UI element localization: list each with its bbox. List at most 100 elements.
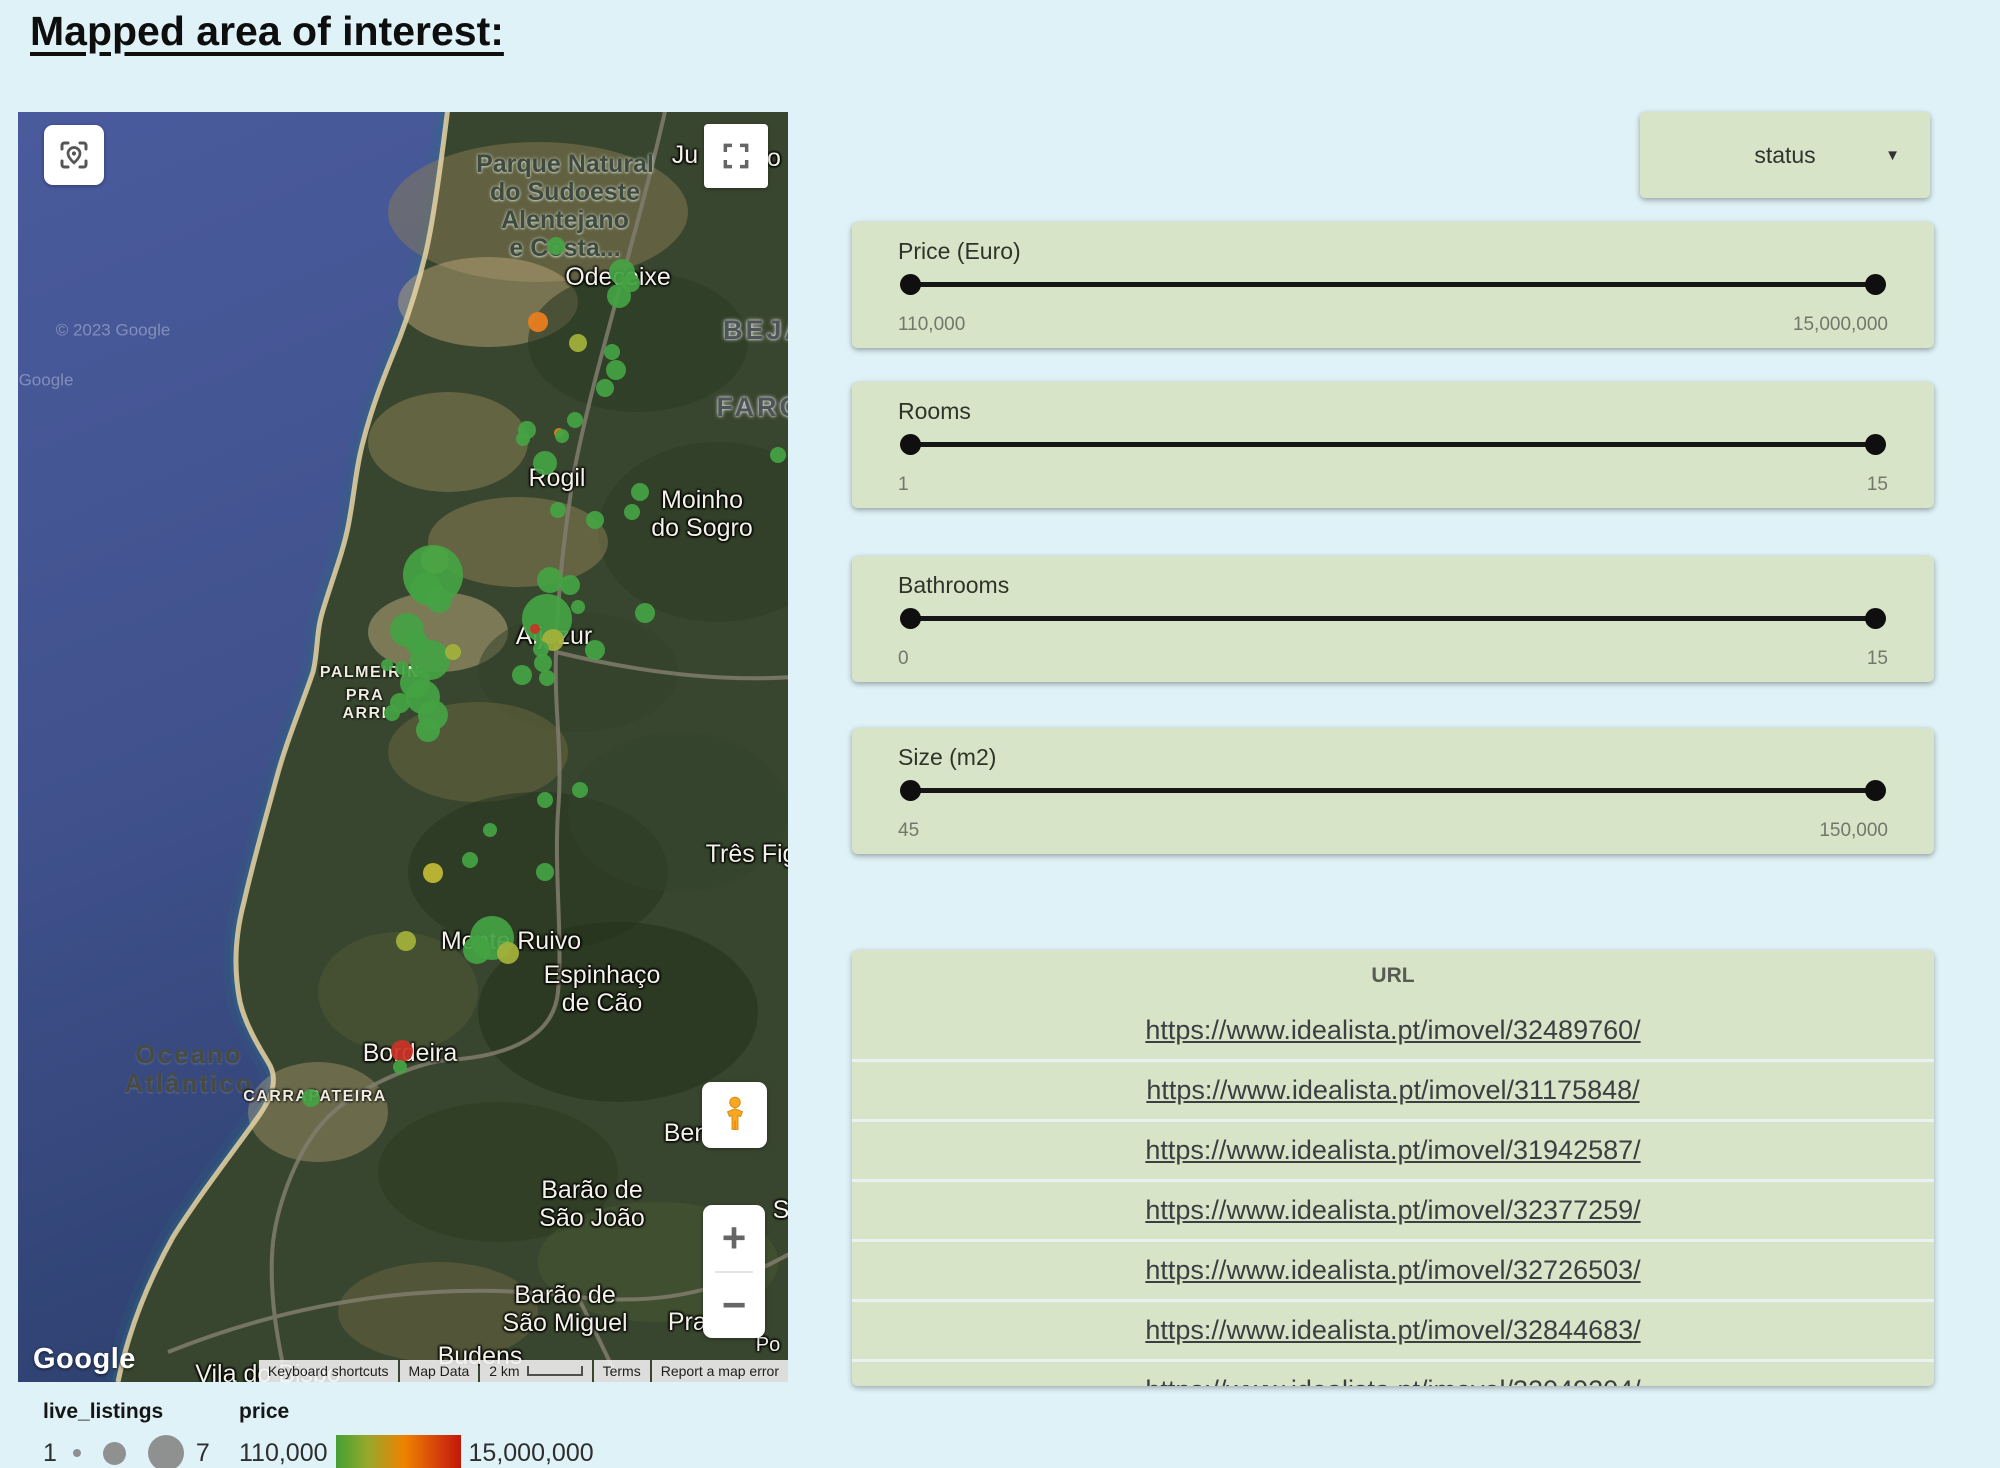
listing-marker[interactable]: [416, 718, 440, 742]
slider-max-value: 15: [1866, 474, 1888, 495]
slider-handle-max[interactable]: [1865, 780, 1886, 801]
slider-handle-min[interactable]: [900, 434, 921, 455]
listing-marker[interactable]: [426, 587, 452, 613]
listing-marker[interactable]: [560, 575, 580, 595]
slider-handle-min[interactable]: [900, 608, 921, 629]
map-label: Barão de São João: [539, 1176, 645, 1232]
legend-size-min: 1: [43, 1438, 57, 1467]
listing-marker[interactable]: [622, 274, 640, 292]
pegman-icon: [726, 1096, 743, 1130]
map-label: Google: [18, 370, 74, 390]
table-row: https://www.idealista.pt/imovel/32844683…: [852, 1299, 1934, 1359]
listing-marker[interactable]: [539, 670, 555, 686]
listing-marker[interactable]: [536, 863, 554, 881]
url-link[interactable]: https://www.idealista.pt/imovel/32049204…: [1145, 1375, 1640, 1386]
zoom-control-divider: [715, 1270, 753, 1273]
slider-min-value: 110,000: [898, 314, 966, 335]
slider-max-value: 150,000: [1819, 820, 1888, 841]
table-row: https://www.idealista.pt/imovel/32377259…: [852, 1179, 1934, 1239]
listing-marker[interactable]: [586, 511, 604, 529]
legend-size-dot-small: [72, 1449, 81, 1457]
url-link[interactable]: https://www.idealista.pt/imovel/32489760…: [1145, 1015, 1641, 1045]
listing-marker[interactable]: [533, 451, 557, 475]
listing-marker[interactable]: [635, 603, 655, 623]
listing-marker[interactable]: [463, 936, 491, 964]
map-labels-layer: Ju o Parque Natural do Sudoeste Alentejano e …: [18, 112, 788, 1382]
listing-marker[interactable]: [302, 1089, 320, 1107]
map-data-link[interactable]: Map Data: [399, 1360, 479, 1382]
listing-marker[interactable]: [550, 502, 566, 518]
map-label: Moinho do Sogro: [651, 486, 753, 542]
url-link[interactable]: https://www.idealista.pt/imovel/32377259…: [1145, 1195, 1641, 1225]
listing-marker[interactable]: [624, 504, 640, 520]
listing-marker[interactable]: [606, 360, 626, 380]
map-label: Barão de São Miguel: [502, 1281, 628, 1337]
slider-max-value: 15: [1866, 648, 1888, 669]
slider-handle-min[interactable]: [900, 274, 921, 295]
map-label: © 2023 Google: [55, 320, 171, 340]
slider-handle-max[interactable]: [1865, 434, 1886, 455]
listing-marker[interactable]: [396, 931, 416, 951]
url-link[interactable]: https://www.idealista.pt/imovel/32844683…: [1145, 1315, 1641, 1345]
listing-marker[interactable]: [585, 640, 605, 660]
map-satellite-background: [18, 112, 788, 1382]
listing-marker[interactable]: [516, 432, 530, 446]
url-link[interactable]: https://www.idealista.pt/imovel/31175848…: [1146, 1075, 1640, 1105]
google-logo[interactable]: Google: [33, 1343, 136, 1375]
listing-marker[interactable]: [567, 412, 583, 428]
listing-marker[interactable]: [534, 654, 552, 672]
map-canvas[interactable]: Ju o Parque Natural do Sudoeste Alentejano e …: [18, 112, 788, 1382]
url-link[interactable]: https://www.idealista.pt/imovel/31942587…: [1145, 1135, 1641, 1165]
listing-marker[interactable]: [384, 705, 400, 721]
listing-marker[interactable]: [391, 1040, 413, 1062]
slider-label: Size (m2): [898, 744, 997, 770]
listing-marker[interactable]: [631, 483, 649, 501]
listing-marker[interactable]: [528, 312, 548, 332]
listing-marker[interactable]: [770, 447, 786, 463]
listing-marker[interactable]: [381, 659, 393, 671]
listing-marker[interactable]: [512, 665, 532, 685]
listing-marker[interactable]: [462, 852, 478, 868]
listing-marker[interactable]: [571, 600, 585, 614]
listing-marker[interactable]: [483, 823, 497, 837]
slider-max-value: 15,000,000: [1792, 314, 1888, 335]
listing-marker[interactable]: [572, 782, 588, 798]
map-label: FARO: [716, 391, 788, 422]
listing-marker[interactable]: [423, 863, 443, 883]
listing-marker[interactable]: [569, 334, 587, 352]
zoom-control: + −: [703, 1205, 765, 1338]
slider-label: Rooms: [898, 398, 971, 424]
listing-marker[interactable]: [537, 792, 553, 808]
listing-marker[interactable]: [555, 429, 569, 443]
listing-marker[interactable]: [530, 624, 540, 634]
pegman-button[interactable]: [702, 1082, 767, 1148]
slider-handle-max[interactable]: [1865, 608, 1886, 629]
slider-handle-max[interactable]: [1865, 274, 1886, 295]
legend-size-max: 7: [195, 1438, 210, 1467]
chevron-down-icon: ▼: [1885, 146, 1900, 164]
listing-marker[interactable]: [445, 644, 461, 660]
report-error-link[interactable]: Report a map error: [651, 1360, 788, 1382]
table-row: https://www.idealista.pt/imovel/31175848…: [852, 1059, 1934, 1119]
map-label: S: [772, 1196, 788, 1224]
map-label: Espinhaço de Cão: [543, 961, 661, 1017]
listing-marker[interactable]: [596, 379, 614, 397]
listing-marker[interactable]: [497, 942, 519, 964]
map-label: Três Figo: [705, 840, 788, 868]
slider-handle-min[interactable]: [900, 780, 921, 801]
terms-link[interactable]: Terms: [593, 1360, 650, 1382]
listing-marker[interactable]: [547, 237, 565, 255]
url-link[interactable]: https://www.idealista.pt/imovel/32726503…: [1145, 1255, 1641, 1285]
legend-size-title: live_listings: [43, 1400, 164, 1423]
my-location-button[interactable]: [44, 125, 104, 185]
listing-marker[interactable]: [533, 641, 549, 657]
zoom-in-button[interactable]: +: [703, 1205, 765, 1271]
fullscreen-button[interactable]: [704, 124, 768, 188]
keyboard-shortcuts-link[interactable]: Keyboard shortcuts: [258, 1360, 398, 1382]
listing-marker[interactable]: [393, 1060, 407, 1074]
status-dropdown[interactable]: status ▼: [1640, 112, 1930, 198]
slider-track: [900, 780, 1886, 801]
listing-marker[interactable]: [537, 567, 563, 593]
listing-marker[interactable]: [604, 344, 620, 360]
zoom-out-button[interactable]: −: [703, 1273, 765, 1339]
